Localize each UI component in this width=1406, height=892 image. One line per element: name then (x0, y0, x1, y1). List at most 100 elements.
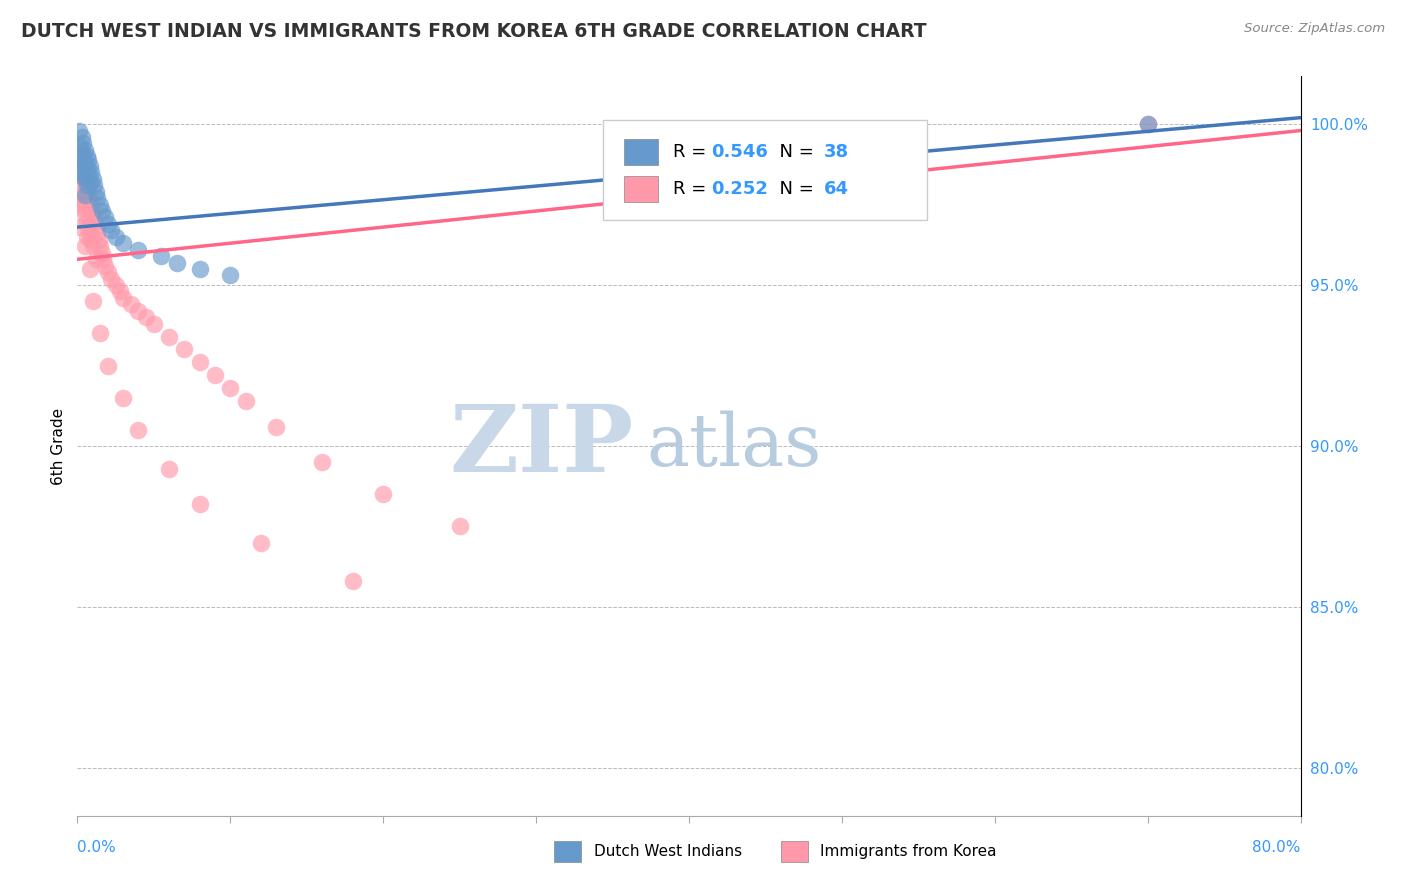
Point (112, 391, 135, 405)
Bar (554, 841, 581, 862)
Point (72, 169, 94, 183)
Text: N =: N = (769, 180, 820, 198)
Point (76, 181, 98, 195)
Point (83, 213, 105, 227)
Point (83, 178, 105, 193)
Point (82, 207, 104, 221)
Point (77, 220, 100, 235)
Y-axis label: 6th Grade: 6th Grade (51, 408, 66, 484)
Point (235, 393, 257, 408)
Point (371, 487, 394, 501)
Point (127, 303, 149, 318)
Point (311, 455, 333, 469)
Point (157, 461, 180, 475)
Point (97, 217, 120, 231)
Point (89, 239, 111, 253)
Point (94, 211, 117, 225)
Point (90, 204, 112, 219)
Point (82, 294, 104, 309)
Point (166, 255, 188, 269)
Point (79, 175, 101, 189)
Point (80, 201, 103, 215)
Point (72, 136, 94, 151)
Point (72, 197, 94, 211)
Text: R =: R = (673, 180, 711, 198)
Point (1136, 117, 1159, 131)
Point (89, 326, 111, 341)
Point (73, 175, 96, 189)
Point (91, 252, 114, 267)
Text: ZIP: ZIP (450, 401, 634, 491)
Point (79, 194, 101, 209)
Point (87, 233, 110, 247)
Point (70, 162, 93, 177)
Point (112, 236, 135, 251)
Point (104, 278, 127, 293)
Point (94, 259, 117, 273)
Point (108, 285, 131, 299)
Point (157, 329, 180, 343)
Text: 64: 64 (824, 180, 848, 198)
Point (86, 227, 108, 241)
Point (79, 262, 101, 277)
Point (76, 178, 98, 193)
Point (72, 201, 94, 215)
Point (188, 497, 211, 511)
Point (188, 355, 211, 369)
Point (80, 165, 103, 179)
Point (84, 185, 107, 199)
Point (219, 268, 242, 283)
Text: 0.546: 0.546 (711, 143, 768, 161)
Point (73, 171, 96, 186)
Point (76, 229, 98, 244)
Point (80, 233, 103, 247)
FancyBboxPatch shape (603, 120, 928, 220)
Point (77, 153, 100, 167)
Point (84, 220, 107, 235)
Point (89, 197, 111, 211)
Text: 80.0%: 80.0% (1253, 840, 1301, 855)
Point (79, 159, 101, 173)
Point (70, 165, 93, 179)
Point (1136, 117, 1159, 131)
Point (135, 310, 157, 325)
Point (86, 191, 108, 205)
Text: Source: ZipAtlas.com: Source: ZipAtlas.com (1244, 22, 1385, 36)
Point (79, 227, 101, 241)
Bar (780, 841, 807, 862)
Point (76, 149, 98, 163)
Point (142, 317, 165, 331)
Point (70, 130, 93, 145)
Point (84, 252, 107, 267)
Point (69, 188, 91, 202)
Point (70, 194, 93, 209)
Point (120, 297, 142, 311)
Point (73, 155, 96, 169)
Text: Immigrants from Korea: Immigrants from Korea (820, 844, 997, 859)
Text: R =: R = (673, 143, 711, 161)
Point (73, 188, 96, 202)
Point (73, 207, 96, 221)
Text: 38: 38 (824, 143, 849, 161)
Point (90, 245, 112, 260)
Point (127, 243, 149, 257)
Point (67, 123, 90, 137)
Point (173, 343, 195, 357)
Text: N =: N = (769, 143, 820, 161)
Point (188, 262, 211, 277)
Point (67, 181, 90, 195)
Text: atlas: atlas (647, 410, 821, 482)
Point (342, 574, 364, 589)
Text: Dutch West Indians: Dutch West Indians (593, 844, 741, 859)
Point (100, 271, 122, 285)
Bar (624, 139, 658, 165)
Bar (624, 176, 658, 202)
Point (127, 423, 149, 437)
Point (76, 213, 98, 227)
Point (250, 535, 273, 549)
Point (72, 153, 94, 167)
Point (104, 229, 127, 244)
Point (73, 143, 96, 157)
Point (69, 155, 91, 169)
Point (449, 519, 471, 533)
